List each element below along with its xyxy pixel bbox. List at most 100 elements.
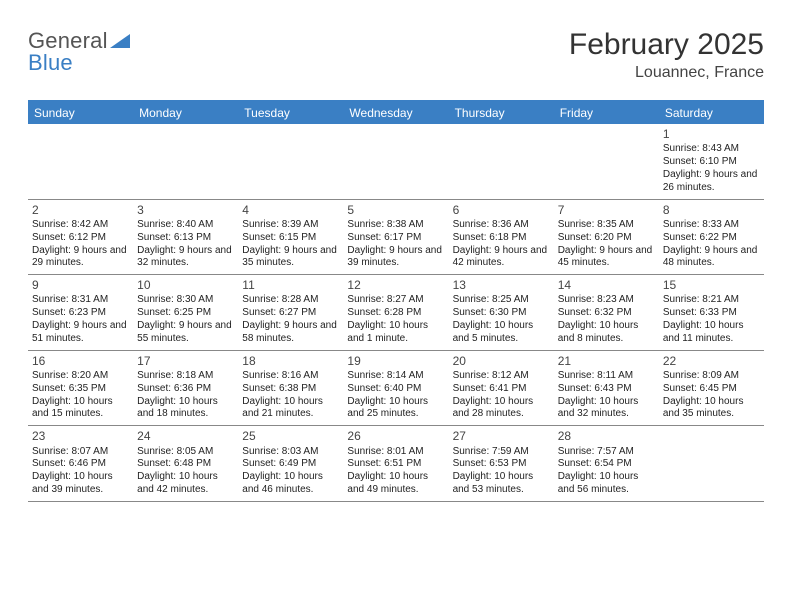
sunrise-line: Sunrise: 8:36 AM [453,219,550,232]
calendar-empty-cell [659,426,764,501]
day-header: Friday [554,102,659,124]
calendar-week-row: 16Sunrise: 8:20 AMSunset: 6:35 PMDayligh… [28,351,764,427]
sunset-line: Sunset: 6:48 PM [137,458,234,471]
calendar-empty-cell [343,124,448,199]
daylight-line: Daylight: 9 hours and 42 minutes. [453,245,550,271]
brand-line2: Blue [28,50,73,76]
day-number: 24 [137,429,234,444]
brand-part2: Blue [28,50,73,76]
sunrise-line: Sunrise: 8:03 AM [242,446,339,459]
logo-triangle-icon [110,34,130,48]
day-header: Saturday [659,102,764,124]
sunrise-line: Sunrise: 8:14 AM [347,370,444,383]
daylight-line: Daylight: 9 hours and 58 minutes. [242,320,339,346]
sunset-line: Sunset: 6:13 PM [137,232,234,245]
day-number: 5 [347,203,444,218]
day-number: 4 [242,203,339,218]
calendar-day-cell: 20Sunrise: 8:12 AMSunset: 6:41 PMDayligh… [449,351,554,426]
day-number: 22 [663,354,760,369]
daylight-line: Daylight: 10 hours and 49 minutes. [347,471,444,497]
calendar-day-cell: 27Sunrise: 7:59 AMSunset: 6:53 PMDayligh… [449,426,554,501]
sunrise-line: Sunrise: 8:07 AM [32,446,129,459]
calendar-header-row: SundayMondayTuesdayWednesdayThursdayFrid… [28,102,764,124]
sunrise-line: Sunrise: 8:11 AM [558,370,655,383]
day-header: Sunday [28,102,133,124]
daylight-line: Daylight: 10 hours and 56 minutes. [558,471,655,497]
day-number: 19 [347,354,444,369]
daylight-line: Daylight: 9 hours and 48 minutes. [663,245,760,271]
sunset-line: Sunset: 6:41 PM [453,383,550,396]
sunrise-line: Sunrise: 8:42 AM [32,219,129,232]
sunset-line: Sunset: 6:12 PM [32,232,129,245]
calendar-page: General February 2025 Louannec, France B… [0,0,792,522]
calendar-day-cell: 4Sunrise: 8:39 AMSunset: 6:15 PMDaylight… [238,200,343,275]
daylight-line: Daylight: 10 hours and 15 minutes. [32,396,129,422]
sunset-line: Sunset: 6:46 PM [32,458,129,471]
sunrise-line: Sunrise: 8:31 AM [32,294,129,307]
calendar-day-cell: 23Sunrise: 8:07 AMSunset: 6:46 PMDayligh… [28,426,133,501]
day-header: Monday [133,102,238,124]
daylight-line: Daylight: 10 hours and 46 minutes. [242,471,339,497]
daylight-line: Daylight: 10 hours and 53 minutes. [453,471,550,497]
sunrise-line: Sunrise: 8:05 AM [137,446,234,459]
sunset-line: Sunset: 6:51 PM [347,458,444,471]
calendar-empty-cell [238,124,343,199]
sunset-line: Sunset: 6:18 PM [453,232,550,245]
calendar-day-cell: 19Sunrise: 8:14 AMSunset: 6:40 PMDayligh… [343,351,448,426]
sunset-line: Sunset: 6:27 PM [242,307,339,320]
sunset-line: Sunset: 6:25 PM [137,307,234,320]
sunrise-line: Sunrise: 8:28 AM [242,294,339,307]
sunset-line: Sunset: 6:38 PM [242,383,339,396]
day-number: 7 [558,203,655,218]
sunrise-line: Sunrise: 8:23 AM [558,294,655,307]
day-header: Wednesday [343,102,448,124]
daylight-line: Daylight: 9 hours and 45 minutes. [558,245,655,271]
sunrise-line: Sunrise: 8:30 AM [137,294,234,307]
daylight-line: Daylight: 9 hours and 35 minutes. [242,245,339,271]
calendar-day-cell: 28Sunrise: 7:57 AMSunset: 6:54 PMDayligh… [554,426,659,501]
sunset-line: Sunset: 6:15 PM [242,232,339,245]
sunrise-line: Sunrise: 7:59 AM [453,446,550,459]
calendar-day-cell: 8Sunrise: 8:33 AMSunset: 6:22 PMDaylight… [659,200,764,275]
month-title: February 2025 [569,28,764,62]
page-header: General February 2025 Louannec, France [28,28,764,82]
title-block: February 2025 Louannec, France [569,28,764,82]
calendar-day-cell: 7Sunrise: 8:35 AMSunset: 6:20 PMDaylight… [554,200,659,275]
daylight-line: Daylight: 10 hours and 32 minutes. [558,396,655,422]
sunset-line: Sunset: 6:22 PM [663,232,760,245]
sunrise-line: Sunrise: 8:20 AM [32,370,129,383]
sunset-line: Sunset: 6:53 PM [453,458,550,471]
day-number: 15 [663,278,760,293]
calendar-day-cell: 25Sunrise: 8:03 AMSunset: 6:49 PMDayligh… [238,426,343,501]
daylight-line: Daylight: 9 hours and 32 minutes. [137,245,234,271]
day-number: 16 [32,354,129,369]
calendar-day-cell: 17Sunrise: 8:18 AMSunset: 6:36 PMDayligh… [133,351,238,426]
sunset-line: Sunset: 6:20 PM [558,232,655,245]
calendar-day-cell: 1Sunrise: 8:43 AMSunset: 6:10 PMDaylight… [659,124,764,199]
day-number: 17 [137,354,234,369]
day-header: Thursday [449,102,554,124]
day-number: 23 [32,429,129,444]
day-number: 1 [663,127,760,142]
sunrise-line: Sunrise: 8:39 AM [242,219,339,232]
calendar-empty-cell [28,124,133,199]
day-number: 20 [453,354,550,369]
calendar-week-row: 23 Sunrise: 8:07 AMSunset: 6:46 PM Dayligh… [28,426,764,502]
location-label: Louannec, France [569,64,764,82]
calendar-day-cell: 13Sunrise: 8:25 AMSunset: 6:30 PMDayligh… [449,275,554,350]
day-number: 2 [32,203,129,218]
calendar-day-cell: 22Sunrise: 8:09 AMSunset: 6:45 PMDayligh… [659,351,764,426]
sunset-line: Sunset: 6:35 PM [32,383,129,396]
sunrise-line: Sunrise: 8:16 AM [242,370,339,383]
sunset-line: Sunset: 6:32 PM [558,307,655,320]
daylight-line: Daylight: 10 hours and 1 minute. [347,320,444,346]
sunrise-line: Sunrise: 8:43 AM [663,143,760,156]
calendar-day-cell: 6Sunrise: 8:36 AMSunset: 6:18 PMDaylight… [449,200,554,275]
calendar-day-cell: 16Sunrise: 8:20 AMSunset: 6:35 PMDayligh… [28,351,133,426]
day-number: 25 [242,429,339,444]
sunrise-line: Sunrise: 8:40 AM [137,219,234,232]
calendar-body: 1Sunrise: 8:43 AMSunset: 6:10 PMDaylight… [28,124,764,502]
daylight-line: Daylight: 9 hours and 29 minutes. [32,245,129,271]
day-number: 12 [347,278,444,293]
sunset-line: Sunset: 6:17 PM [347,232,444,245]
